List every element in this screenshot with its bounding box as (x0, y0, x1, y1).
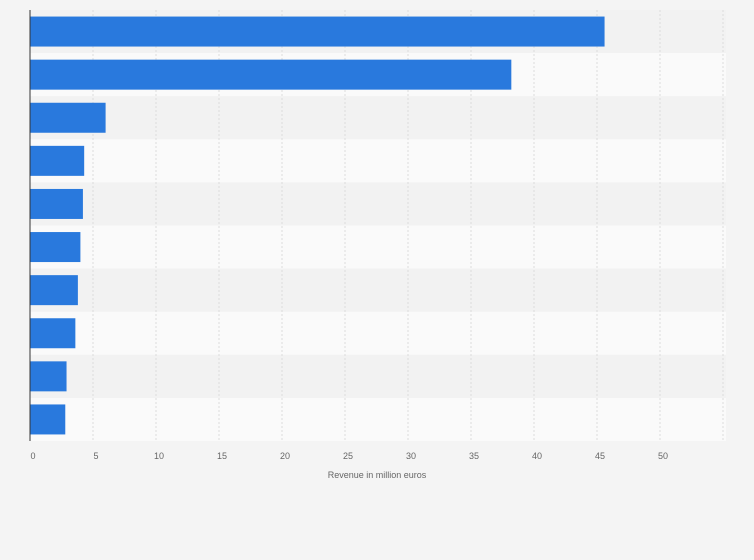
row-band (30, 397, 726, 441)
x-tick-label: 20 (280, 451, 290, 461)
bar (30, 361, 67, 392)
x-tick-label: 45 (595, 451, 605, 461)
x-axis-title: Revenue in million euros (328, 470, 427, 480)
x-tick-label: 10 (154, 451, 164, 461)
bars (30, 16, 605, 435)
row-band (30, 225, 726, 269)
row-band (30, 139, 726, 183)
bar (30, 275, 78, 306)
row-band (30, 354, 726, 398)
bar (30, 404, 66, 435)
x-tick-label: 35 (469, 451, 479, 461)
bar (30, 318, 76, 349)
x-tick-label: 0 (30, 451, 35, 461)
bar (30, 145, 85, 176)
x-tick-label: 5 (93, 451, 98, 461)
bar (30, 16, 605, 47)
row-band (30, 311, 726, 355)
bar (30, 102, 106, 133)
x-tick-label: 30 (406, 451, 416, 461)
row-bands (30, 10, 726, 441)
x-tick-labels: 0 5 10 15 20 25 30 35 40 45 50 (30, 451, 668, 461)
bar (30, 232, 81, 263)
x-tick-label: 50 (658, 451, 668, 461)
bar (30, 188, 83, 219)
x-tick-label: 25 (343, 451, 353, 461)
row-band (30, 182, 726, 226)
row-band (30, 96, 726, 140)
bar (30, 59, 512, 90)
x-tick-label: 40 (532, 451, 542, 461)
row-band (30, 268, 726, 312)
x-tick-label: 15 (217, 451, 227, 461)
